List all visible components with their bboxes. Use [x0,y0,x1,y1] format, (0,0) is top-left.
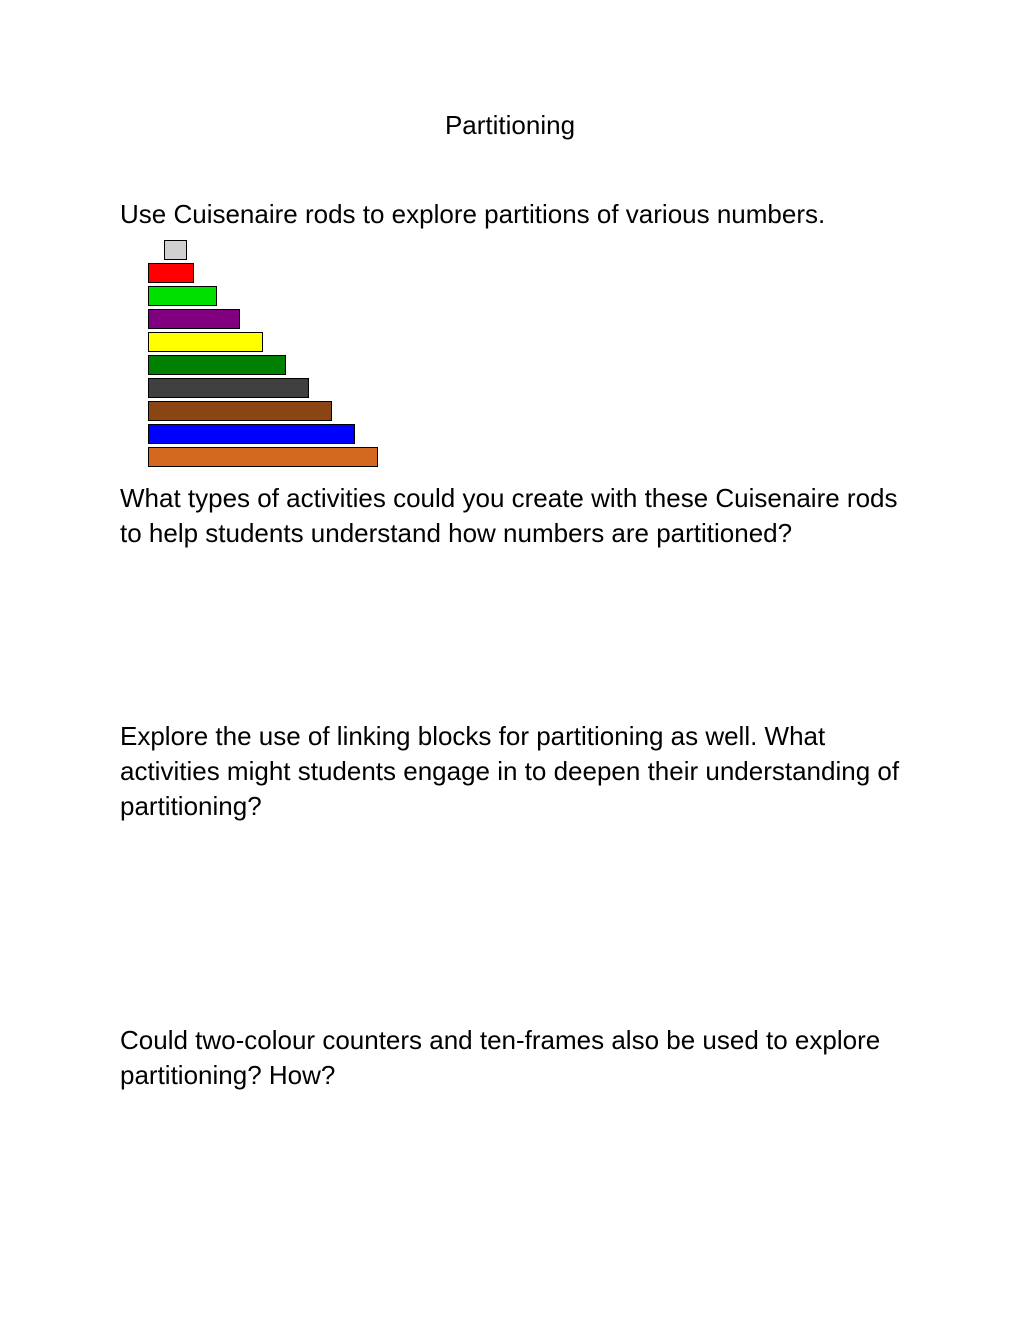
cuisenaire-rod-7 [148,378,309,398]
question-2: Explore the use of linking blocks for pa… [120,719,900,824]
cuisenaire-rod-8 [148,401,332,421]
cuisenaire-rod-4 [148,309,240,329]
cuisenaire-rod-6 [148,355,286,375]
question-1: What types of activities could you creat… [120,481,900,551]
cuisenaire-rod-5 [148,332,263,352]
cuisenaire-rod-1 [164,240,187,260]
intro-paragraph: Use Cuisenaire rods to explore partition… [120,197,900,232]
page-title: Partitioning [120,110,900,141]
cuisenaire-rod-10 [148,447,378,467]
cuisenaire-rod-3 [148,286,217,306]
blank-space [120,833,900,1023]
blank-space [120,559,900,719]
page: Partitioning Use Cuisenaire rods to expl… [0,0,1020,1093]
cuisenaire-rods-diagram [148,240,900,467]
cuisenaire-rod-9 [148,424,355,444]
cuisenaire-rod-2 [148,263,194,283]
question-3: Could two-colour counters and ten-frames… [120,1023,900,1093]
